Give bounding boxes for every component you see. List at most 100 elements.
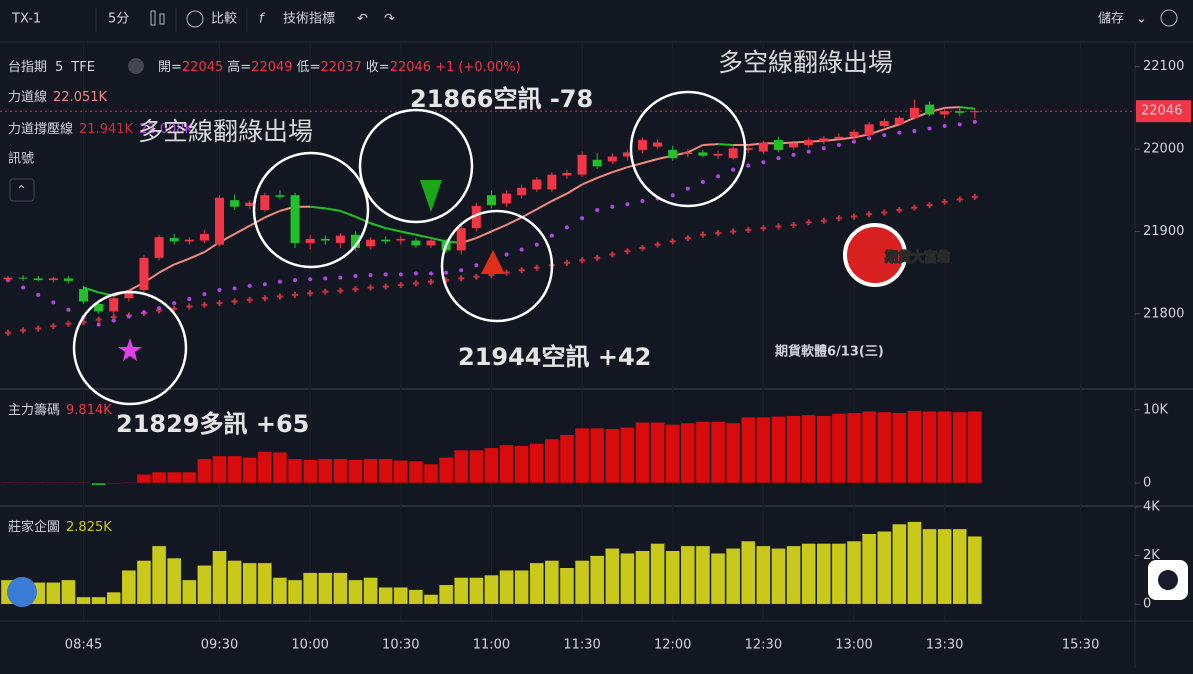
pressure-cross xyxy=(428,278,435,285)
pressure-cross xyxy=(624,248,631,255)
support-dot xyxy=(746,163,751,168)
support-dot xyxy=(957,122,962,127)
quote-value: 22045 xyxy=(182,60,223,75)
support-dot xyxy=(474,263,479,268)
pressure-cross xyxy=(50,323,57,330)
pressure-cross xyxy=(820,217,827,224)
indicator-bar xyxy=(91,482,106,486)
pressure-cross xyxy=(458,275,465,282)
banner: 期貨軟體6/13(三) xyxy=(775,344,884,360)
x-tick-label: 11:30 xyxy=(563,638,600,653)
pressure-cross xyxy=(835,215,842,222)
y-tick-label: 22100 xyxy=(1143,59,1184,74)
indicator-bar xyxy=(348,459,363,484)
y-tick-label: 21900 xyxy=(1143,224,1184,239)
indicator-bar xyxy=(529,443,545,484)
support-dot xyxy=(700,180,705,185)
candle-body xyxy=(622,152,632,157)
chart-type-button[interactable] xyxy=(150,10,165,26)
pressure-cross xyxy=(896,207,903,214)
indicator-bar xyxy=(635,421,650,484)
trend-line-segment xyxy=(717,143,734,146)
indicator-bar xyxy=(861,533,877,605)
candle-body xyxy=(592,159,602,167)
indicator-bar xyxy=(438,457,454,484)
undo-button[interactable]: ↶ xyxy=(357,12,368,27)
support-dot xyxy=(595,208,600,213)
pressure-cross xyxy=(261,295,268,302)
indicator-bar xyxy=(46,482,61,484)
indicators-button[interactable]: 技術指標 xyxy=(283,12,335,27)
indicator-bar xyxy=(756,416,771,484)
support-dot xyxy=(836,142,841,147)
indicator-bar xyxy=(892,412,907,484)
trend-line-segment xyxy=(264,209,281,219)
indicator-bar xyxy=(771,416,786,484)
pressure-cross xyxy=(745,226,752,233)
support-dot xyxy=(141,310,146,315)
indicator-bar xyxy=(469,577,484,605)
trend-line-segment xyxy=(340,209,356,218)
indicator-bar xyxy=(302,572,318,605)
support-dot xyxy=(111,318,116,323)
collapse-button[interactable] xyxy=(128,58,144,74)
toolbar xyxy=(0,0,1193,42)
indicator-bar xyxy=(106,482,122,485)
support-dot xyxy=(791,152,796,157)
candle-body xyxy=(48,278,58,281)
pressure-cross xyxy=(276,293,283,300)
candle-body xyxy=(879,121,889,127)
support-dot xyxy=(580,216,585,221)
indicator-bar xyxy=(922,410,937,484)
candle-body xyxy=(713,154,723,156)
indicator-bar xyxy=(484,574,499,605)
indicator-bar xyxy=(892,523,907,605)
candle-body xyxy=(925,104,935,115)
x-tick-label: 13:30 xyxy=(926,638,963,653)
support-dot xyxy=(912,128,917,133)
symbol-button[interactable]: TX-1 xyxy=(11,12,41,27)
expand-button[interactable] xyxy=(9,178,35,202)
trend-line-segment xyxy=(551,192,568,202)
indicator-bar xyxy=(680,545,696,605)
support-dot xyxy=(187,297,192,302)
indicator-bar xyxy=(876,411,892,484)
redo-button[interactable]: ↷ xyxy=(384,12,396,27)
pane-legend: 主力籌碼 9.814K xyxy=(8,403,112,418)
indicator-bar xyxy=(786,415,801,484)
candle-body xyxy=(109,298,119,312)
compare-button[interactable]: 比較 xyxy=(211,12,237,27)
annotation: 多空線翻綠出場 xyxy=(718,48,893,77)
indicator-bar xyxy=(499,444,514,484)
trend-line-segment xyxy=(627,162,643,169)
indicator-bar xyxy=(348,579,363,605)
indicator-bar xyxy=(620,427,635,484)
indicator-bar xyxy=(333,572,348,605)
support-dot xyxy=(232,286,237,291)
indicator-bar xyxy=(650,543,665,605)
y-tick-label: 0 xyxy=(1143,476,1151,491)
support-dot xyxy=(852,139,857,144)
indicator-bar xyxy=(846,412,862,484)
candle-body xyxy=(864,124,874,136)
indicator-bar xyxy=(272,452,288,484)
trend-line-segment xyxy=(400,230,417,236)
pressure-cross xyxy=(851,213,858,220)
settings-button[interactable] xyxy=(1160,9,1178,27)
save-menu[interactable]: ⌄ xyxy=(1136,12,1147,27)
interval-button[interactable]: 5分 xyxy=(108,12,129,27)
indicator-bar xyxy=(227,560,242,605)
indicator-bar xyxy=(227,455,242,484)
x-tick-label: 15:30 xyxy=(1062,638,1099,653)
x-tick-label: 10:30 xyxy=(382,638,419,653)
trend-line-segment xyxy=(506,216,523,226)
indicator-bar xyxy=(756,545,771,605)
pressure-cross xyxy=(35,325,42,332)
support-dot xyxy=(277,279,282,284)
support-dot xyxy=(353,273,358,278)
candle-body xyxy=(562,172,572,176)
indicator-bar xyxy=(212,455,227,484)
pressure-cross xyxy=(20,327,27,334)
indicator-bar xyxy=(544,438,560,484)
save-button[interactable]: 儲存 xyxy=(1098,12,1124,27)
